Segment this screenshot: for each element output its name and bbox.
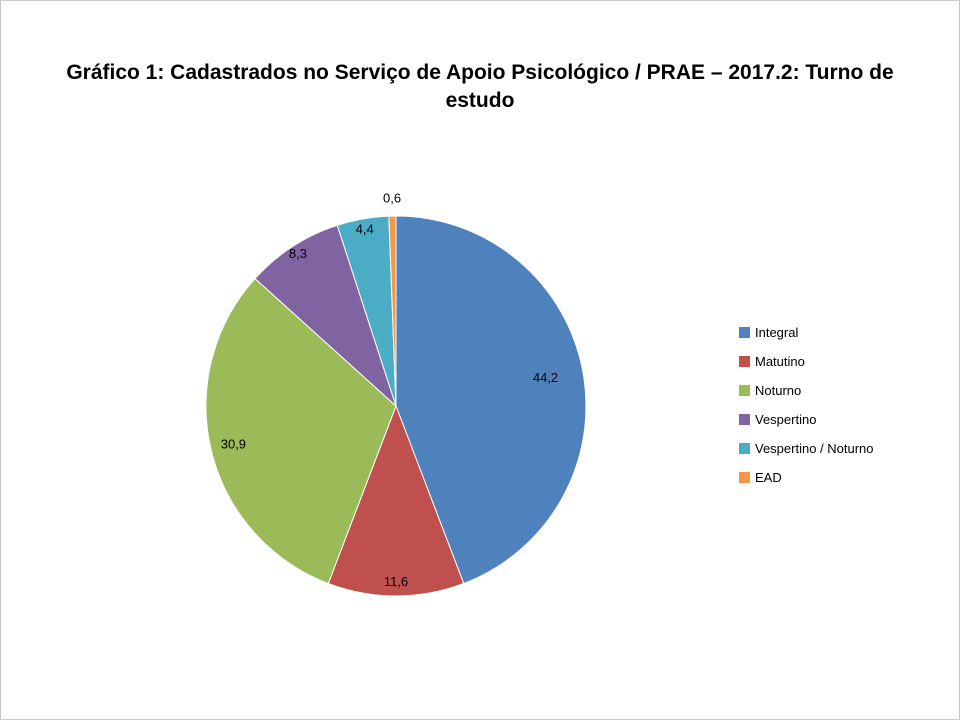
legend-item-integral: Integral xyxy=(739,325,874,340)
pie-data-label-vespertino-noturno: 4,4 xyxy=(356,222,374,237)
pie-slice-ead xyxy=(388,215,397,407)
legend-swatch-ead xyxy=(739,472,750,483)
legend-label-integral: Integral xyxy=(755,325,799,340)
pie-slice-matutino xyxy=(327,404,465,597)
pie-slice-vespertino xyxy=(254,224,398,408)
legend-swatch-vespertino-noturno xyxy=(739,443,750,454)
legend-swatch-integral xyxy=(739,327,750,338)
chart-title: Gráfico 1: Cadastrados no Serviço de Apo… xyxy=(66,61,894,113)
pie-data-label-ead: 0,6 xyxy=(383,190,401,205)
legend-item-ead: EAD xyxy=(739,470,874,485)
legend-item-matutino: Matutino xyxy=(739,354,874,369)
legend-label-vespertino-noturno: Vespertino / Noturno xyxy=(755,441,874,456)
legend-label-vespertino: Vespertino xyxy=(755,412,817,427)
pie-data-label-noturno: 30,9 xyxy=(221,436,246,451)
legend-item-vespertino-noturno: Vespertino / Noturno xyxy=(739,441,874,456)
legend-label-matutino: Matutino xyxy=(755,354,805,369)
legend-swatch-vespertino xyxy=(739,414,750,425)
legend-label-noturno: Noturno xyxy=(755,383,802,398)
pie-data-label-matutino: 11,6 xyxy=(384,574,408,589)
chart-legend: Integral Matutino Noturno Vespertino Vespert… xyxy=(739,325,874,485)
pie-slice-integral xyxy=(395,215,587,585)
pie-slice-noturno xyxy=(205,277,397,585)
legend-item-noturno: Noturno xyxy=(739,383,874,398)
legend-swatch-noturno xyxy=(739,385,750,396)
legend-swatch-matutino xyxy=(739,356,750,367)
legend-label-ead: EAD xyxy=(755,470,782,485)
pie-data-label-vespertino: 8,3 xyxy=(289,246,307,261)
pie-data-label-integral: 44,2 xyxy=(533,370,558,385)
legend-item-vespertino: Vespertino xyxy=(739,412,874,427)
